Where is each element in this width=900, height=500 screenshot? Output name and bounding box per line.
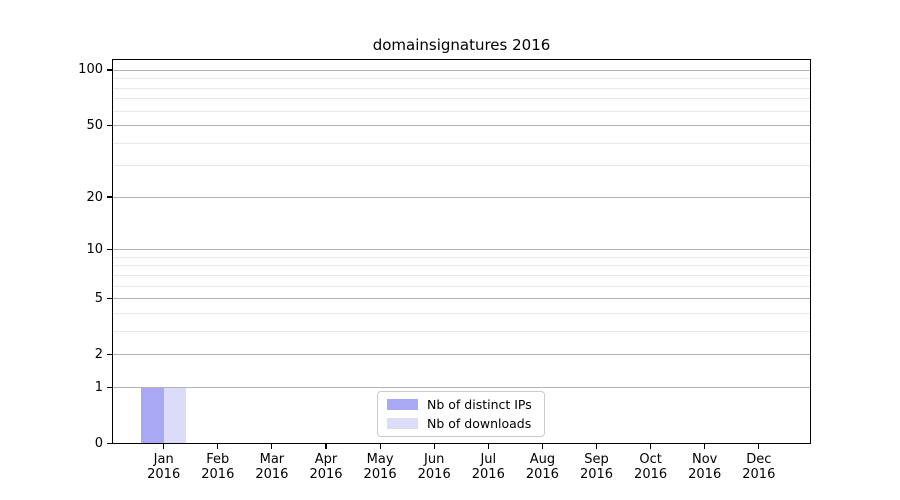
y-tick-label: 1 xyxy=(94,379,103,395)
legend-item-downloads: Nb of downloads xyxy=(387,416,535,432)
gridlines-layer xyxy=(113,60,810,443)
y-tick-label: 50 xyxy=(86,117,103,133)
legend: Nb of distinct IPs Nb of downloads xyxy=(377,391,545,437)
minor-gridline xyxy=(113,330,810,332)
y-tick xyxy=(107,353,113,355)
minor-gridline xyxy=(113,165,810,167)
minor-gridline xyxy=(113,78,810,80)
minor-gridline xyxy=(113,98,810,100)
x-tick xyxy=(650,444,652,450)
x-tick xyxy=(163,444,165,450)
major-gridline xyxy=(113,249,810,251)
legend-swatch-downloads-icon xyxy=(387,418,418,429)
major-gridline xyxy=(113,386,810,388)
x-tick-label: Apr 2016 xyxy=(309,452,343,483)
major-gridline xyxy=(113,196,810,198)
x-tick xyxy=(595,444,598,450)
minor-gridline xyxy=(113,312,810,314)
minor-gridline xyxy=(113,142,810,144)
y-tick xyxy=(107,69,113,71)
y-tick-label: 0 xyxy=(94,435,103,451)
y-tick xyxy=(107,297,113,299)
y-tick-label: 100 xyxy=(78,62,103,78)
x-tick-label: Dec 2016 xyxy=(742,452,776,483)
x-tick-label: Jun 2016 xyxy=(417,452,451,483)
bar-nb-of-downloads xyxy=(163,386,186,443)
x-tick xyxy=(433,444,435,450)
x-tick xyxy=(758,444,760,450)
y-tick-label: 10 xyxy=(86,241,103,257)
x-tick-label: Sep 2016 xyxy=(579,452,614,483)
y-tick-label: 2 xyxy=(94,346,103,362)
x-tick xyxy=(704,444,706,450)
x-tick-label: May 2016 xyxy=(363,452,397,483)
y-tick-label: 5 xyxy=(94,290,103,306)
minor-gridline xyxy=(113,274,810,276)
y-tick xyxy=(107,124,113,126)
y-tick-label: 20 xyxy=(86,189,103,205)
y-tick xyxy=(107,248,113,250)
x-tick xyxy=(217,444,219,450)
x-tick xyxy=(271,444,273,450)
x-tick-label: Jan 2016 xyxy=(147,452,181,483)
legend-label-downloads: Nb of downloads xyxy=(427,415,532,431)
x-tick-label: Mar 2016 xyxy=(255,452,289,483)
minor-gridline xyxy=(113,265,810,267)
y-tick xyxy=(107,196,113,198)
minor-gridline xyxy=(113,285,810,287)
major-gridline xyxy=(113,298,810,300)
bar-nb-of-distinct-ips xyxy=(141,386,164,443)
x-tick xyxy=(487,444,489,450)
major-gridline xyxy=(113,69,810,71)
x-tick-label: Feb 2016 xyxy=(201,452,235,483)
y-tick xyxy=(107,386,113,388)
x-tick-label: Jul 2016 xyxy=(471,452,505,483)
x-tick xyxy=(379,444,381,450)
x-tick-label: Nov 2016 xyxy=(688,452,722,483)
legend-swatch-distinct-ips-icon xyxy=(387,399,418,410)
legend-label-distinct-ips: Nb of distinct IPs xyxy=(427,396,532,412)
minor-gridline xyxy=(113,256,810,258)
y-tick xyxy=(107,442,113,444)
x-tick xyxy=(325,444,327,450)
x-tick-label: Oct 2016 xyxy=(634,452,668,483)
legend-item-distinct-ips: Nb of distinct IPs xyxy=(387,397,535,413)
major-gridline xyxy=(113,354,810,356)
bars-layer xyxy=(113,60,810,443)
minor-gridline xyxy=(113,110,810,112)
plot-area: Nb of distinct IPs Nb of downloads xyxy=(112,59,811,444)
x-tick-label: Aug 2016 xyxy=(525,452,559,483)
major-gridline xyxy=(113,125,810,127)
x-tick xyxy=(541,444,543,450)
minor-gridline xyxy=(113,87,810,89)
chart-title: domainsignatures 2016 xyxy=(372,36,551,54)
